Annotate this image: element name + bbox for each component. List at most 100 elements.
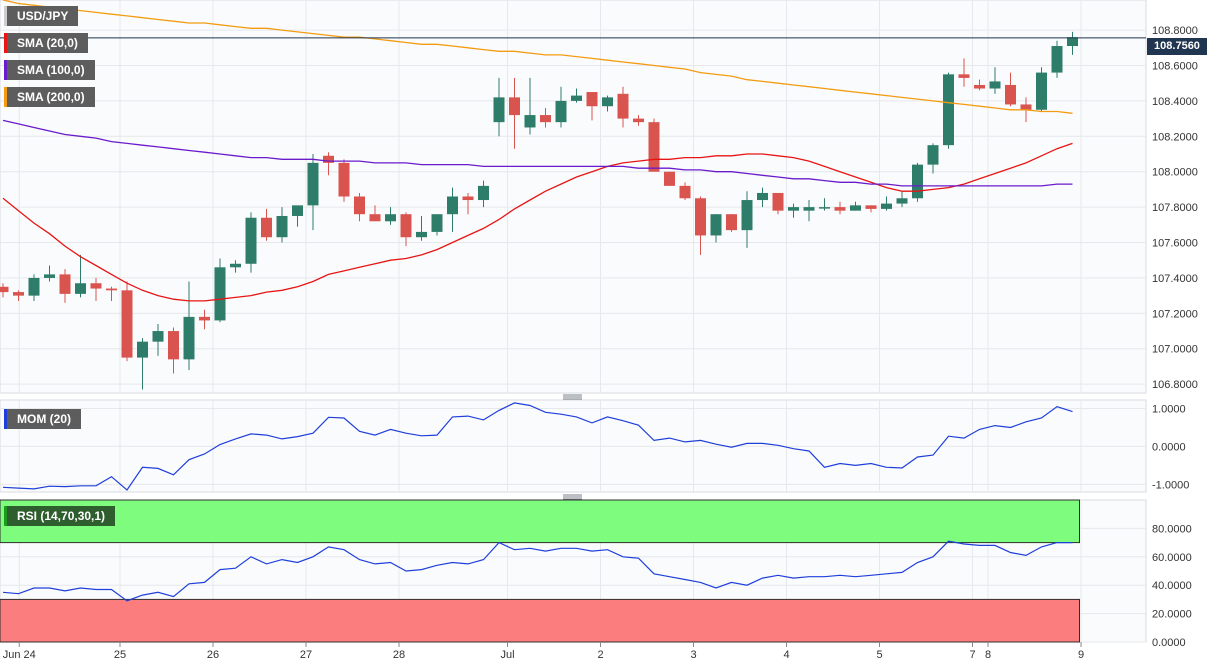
mom-label: MOM (20) — [17, 412, 71, 426]
x-tick-label: Jul — [500, 649, 514, 661]
candle-body — [183, 316, 195, 360]
candle-body — [276, 215, 288, 238]
candle-body — [137, 341, 148, 358]
candle-body — [710, 214, 722, 236]
candle-body — [152, 331, 164, 342]
candle-body — [617, 93, 629, 119]
rsi-line — [2, 540, 1073, 602]
candle-body — [1051, 46, 1063, 73]
momentum-line — [2, 402, 1073, 491]
candle-body — [602, 97, 613, 107]
candle-body — [106, 288, 117, 291]
candle-body — [850, 205, 861, 211]
candle-body — [679, 185, 691, 199]
candle-body — [571, 95, 582, 101]
candle-body — [28, 277, 40, 296]
mom-tick-label: 1.0000 — [1152, 404, 1186, 416]
rsi-oversold-zone — [0, 598, 1080, 643]
x-tick-label: Jun 24 — [3, 649, 36, 661]
price-tick-label: 108.4000 — [1152, 96, 1198, 108]
rsi-panel — [0, 499, 1080, 643]
candle-body — [819, 207, 830, 209]
price-tick-label: 107.6000 — [1152, 238, 1198, 250]
sma20-legend[interactable]: SMA (20,0) — [4, 33, 88, 53]
candle-body — [245, 217, 257, 264]
sma-line — [2, 142, 1073, 302]
candle-body — [447, 196, 458, 215]
candle-body — [292, 205, 303, 216]
candle-body — [509, 97, 520, 116]
candle-body — [772, 192, 784, 211]
candle-body — [834, 207, 846, 211]
candle-body — [695, 198, 706, 236]
candle-body — [912, 164, 923, 199]
candle-body — [199, 316, 210, 321]
candle-body — [958, 74, 970, 78]
symbol-legend[interactable]: USD/JPY — [4, 6, 79, 26]
candle-body — [524, 115, 536, 128]
candle-body — [13, 292, 24, 296]
candle-body — [44, 274, 55, 278]
candle-body — [865, 205, 877, 209]
price-tick-label: 107.8000 — [1152, 202, 1198, 214]
rsi-tick-label: 40.0000 — [1152, 580, 1192, 592]
sma200-legend[interactable]: SMA (200,0) — [4, 87, 95, 107]
mom-tick-label: 0.0000 — [1152, 441, 1186, 453]
candle-body — [664, 171, 675, 186]
candle-body — [927, 145, 939, 165]
candle-body — [989, 81, 1001, 89]
price-tick-label: 108.2000 — [1152, 131, 1198, 143]
price-panel — [0, 0, 1146, 390]
x-tick-label: 27 — [300, 649, 312, 661]
candle-body — [307, 162, 319, 206]
candle-body — [369, 214, 381, 222]
rsi-tick-label: 60.0000 — [1152, 552, 1192, 564]
sma100-legend[interactable]: SMA (100,0) — [4, 60, 95, 80]
mom-legend[interactable]: MOM (20) — [4, 409, 81, 429]
candle-body — [803, 207, 815, 211]
sma-line — [2, 119, 1073, 187]
x-tick-label: 3 — [690, 649, 696, 661]
price-tick-label: 107.2000 — [1152, 308, 1198, 320]
candle-body — [586, 92, 598, 107]
price-tick-label: 108.6000 — [1152, 61, 1198, 73]
candle-body — [168, 331, 179, 360]
candle-body — [648, 122, 660, 172]
candle-body — [90, 283, 102, 289]
rsi-legend[interactable]: RSI (14,70,30,1) — [4, 506, 116, 526]
candle-body — [385, 214, 396, 222]
candle-body — [338, 162, 350, 197]
rsi-tick-label: 0.0000 — [1152, 637, 1186, 649]
candle-body — [478, 185, 489, 201]
candle-body — [741, 200, 753, 231]
rsi-tick-label: 20.0000 — [1152, 609, 1192, 621]
x-tick-label: 2 — [597, 649, 603, 661]
candle-body — [943, 74, 954, 146]
price-tick-label: 107.0000 — [1152, 344, 1198, 356]
candle-body — [555, 100, 567, 123]
x-tick-label: 9 — [1078, 649, 1084, 661]
last-price-value: 108.7560 — [1154, 40, 1200, 52]
candle-body — [354, 196, 365, 215]
candle-body — [540, 115, 551, 123]
candle-body — [230, 263, 241, 268]
candle-body — [59, 274, 71, 294]
candle-body — [757, 192, 768, 201]
candle-body — [214, 267, 226, 321]
candle-body — [75, 283, 86, 294]
x-tick-label: 25 — [114, 649, 126, 661]
candle-body — [431, 214, 443, 232]
candle-body — [1067, 37, 1078, 47]
x-tick-label: 5 — [876, 649, 882, 661]
price-tick-label: 106.8000 — [1152, 379, 1198, 391]
candle-body — [974, 84, 985, 89]
price-tick-label: 108.0000 — [1152, 167, 1198, 179]
candle-body — [788, 207, 799, 211]
x-tick-label: 7 — [969, 649, 975, 661]
candle-body — [462, 196, 474, 201]
last-price-badge: 108.7560 — [1147, 38, 1207, 55]
mom-tick-label: -1.0000 — [1152, 479, 1189, 491]
axes: Jun 24 25 26 27 28 Jul 2 3 4 5 7 8 9 108.8000 108.6000… — [3, 25, 1198, 661]
candle-body — [1036, 72, 1047, 110]
